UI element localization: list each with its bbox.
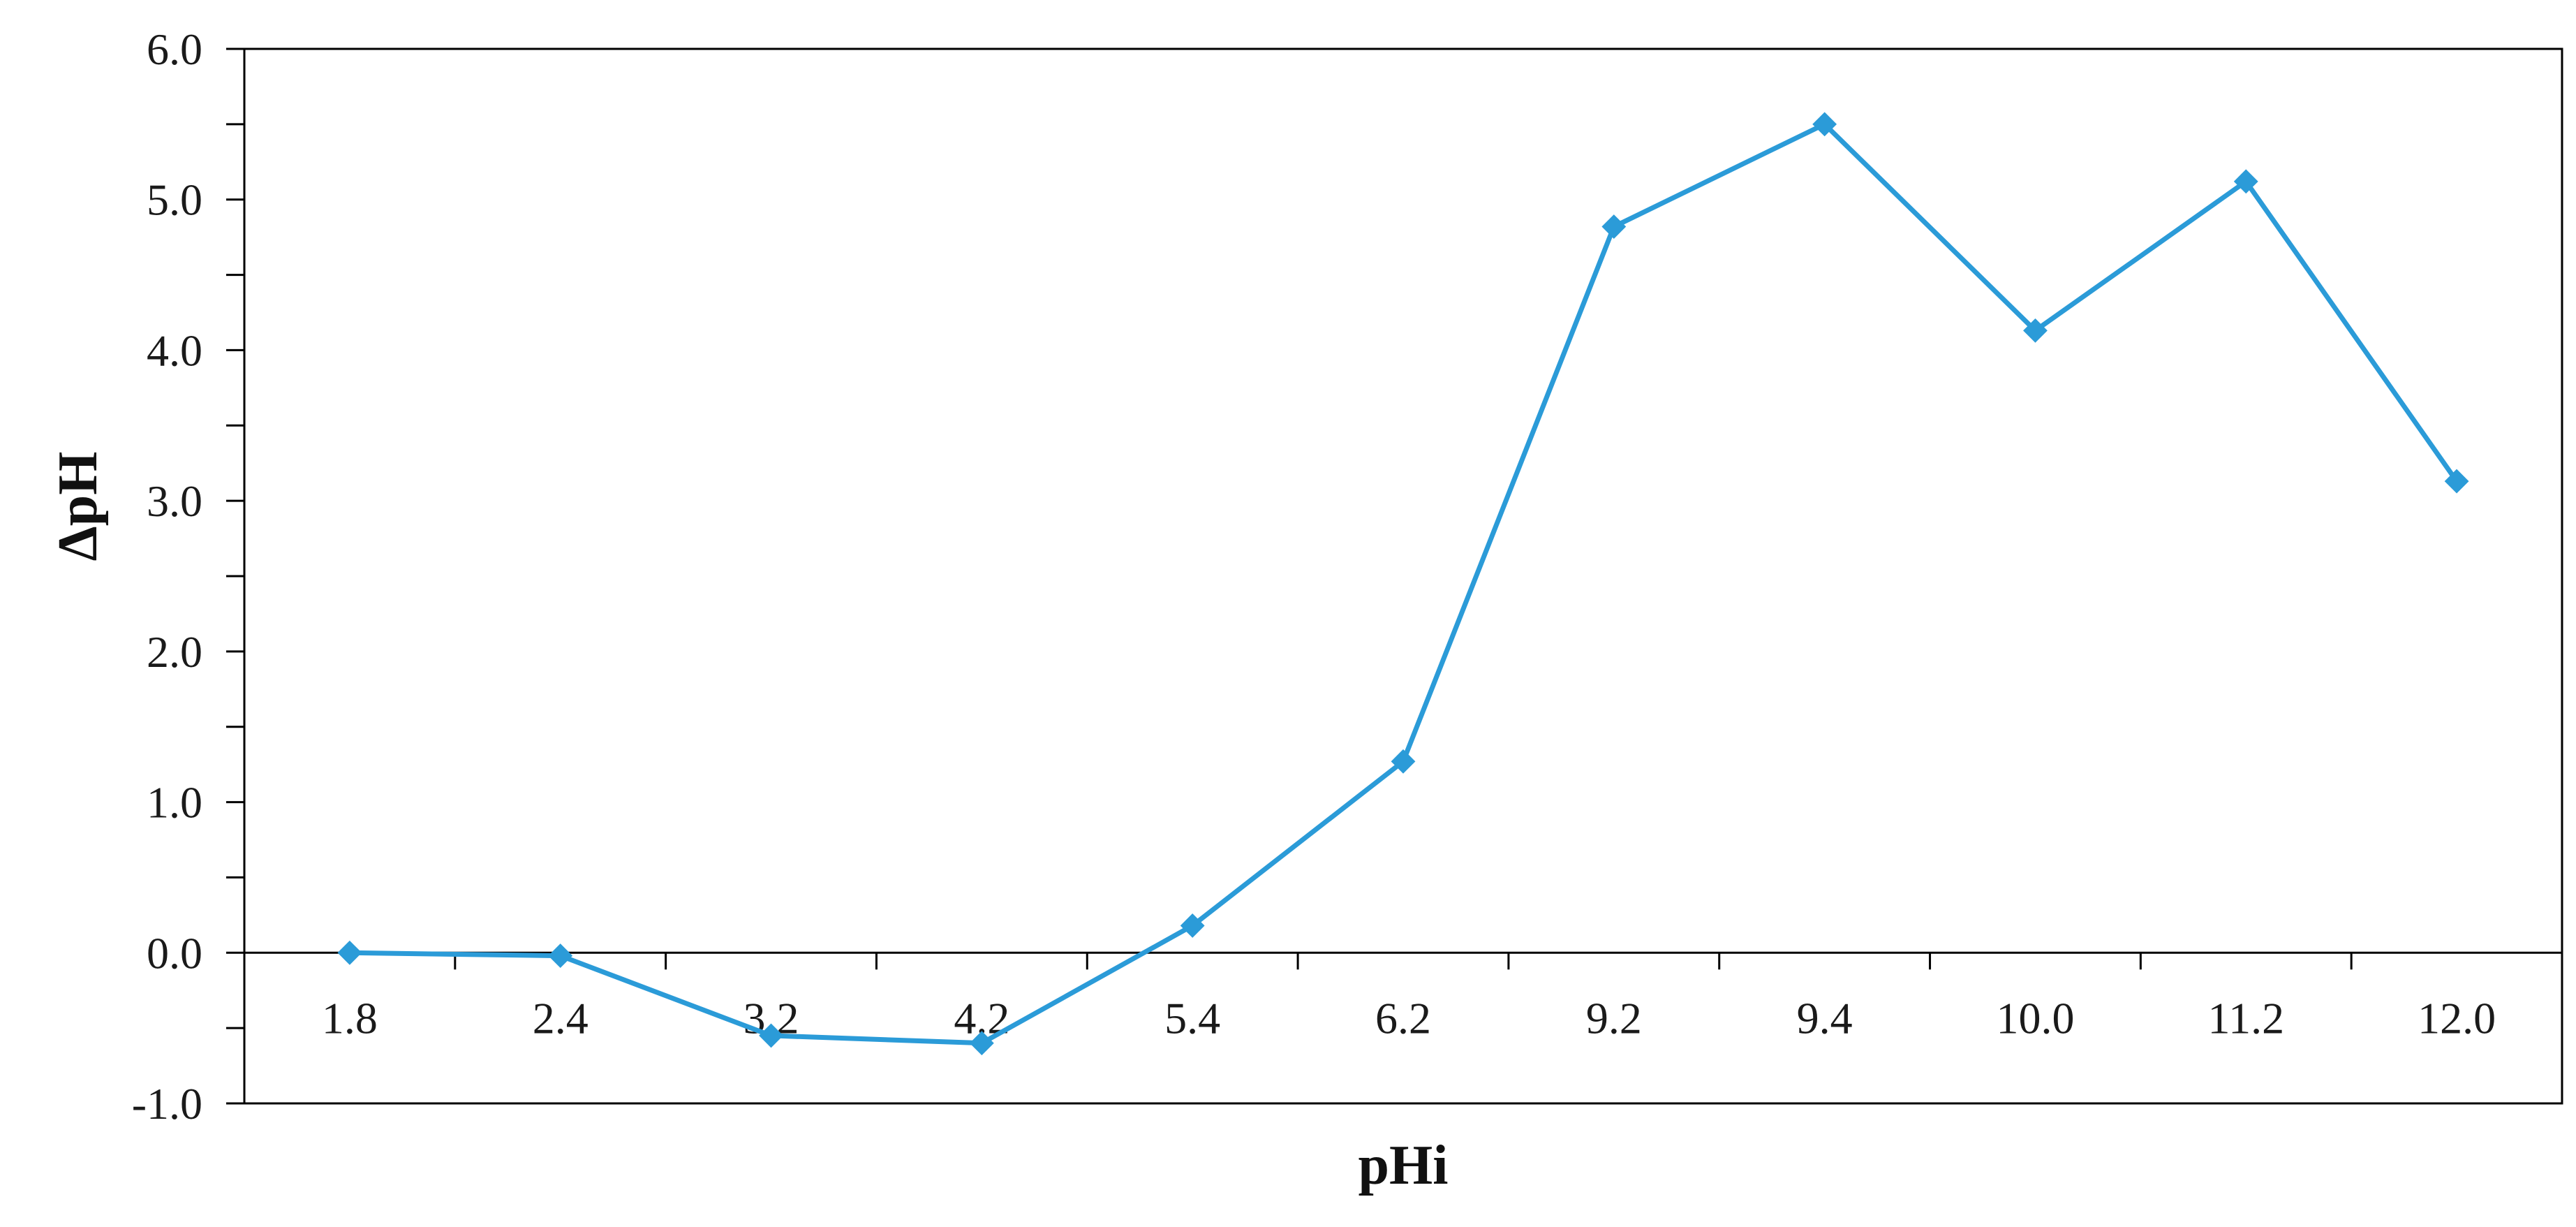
data-point xyxy=(2023,318,2048,343)
x-tick-label: 10.0 xyxy=(1996,993,2074,1043)
data-point xyxy=(1812,112,1837,137)
data-point xyxy=(969,1031,994,1056)
data-point xyxy=(548,943,573,969)
y-axis: -1.0 0.0 1.0 2.0 3.0 4.0 5.0 6.0 xyxy=(132,24,244,1129)
plot-border xyxy=(243,47,2563,1105)
series-line xyxy=(349,122,2459,1046)
x-tick-label: 9.2 xyxy=(1586,993,1642,1043)
data-point xyxy=(2233,169,2258,194)
y-tick-label: 1.0 xyxy=(147,778,202,828)
data-point xyxy=(1391,749,1416,774)
x-tick-label: 6.2 xyxy=(1375,993,1431,1043)
plot-frame xyxy=(243,47,2563,1105)
y-tick-label: -1.0 xyxy=(132,1079,202,1129)
x-axis-title: pHi xyxy=(1359,1135,1449,1196)
data-point xyxy=(1180,913,1205,938)
y-tick-label: 6.0 xyxy=(147,24,202,74)
data-point xyxy=(759,1023,783,1048)
x-tick-label: 1.8 xyxy=(322,993,378,1043)
data-point xyxy=(2444,469,2469,494)
x-tick-label: 5.4 xyxy=(1164,993,1220,1043)
y-tick-label: 4.0 xyxy=(147,325,202,375)
x-tick-label: 9.4 xyxy=(1797,993,1853,1043)
x-tick-label: 11.2 xyxy=(2207,993,2284,1043)
y-tick-label: 5.0 xyxy=(147,175,202,225)
data-point xyxy=(1601,214,1627,239)
x-tick-label: 2.4 xyxy=(533,993,589,1043)
y-tick-label: 0.0 xyxy=(147,928,202,978)
y-tick-label: 3.0 xyxy=(147,476,202,526)
y-axis-title: ΔpH xyxy=(47,452,109,561)
series-group xyxy=(337,112,2469,1056)
y-tick-label: 2.0 xyxy=(147,627,202,677)
x-tick-label: 12.0 xyxy=(2418,993,2496,1043)
data-point xyxy=(337,940,362,965)
